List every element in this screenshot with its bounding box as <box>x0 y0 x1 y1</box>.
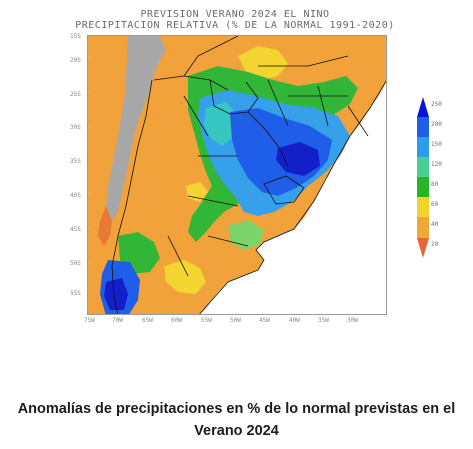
legend-label-40: 40 <box>431 221 439 228</box>
legend-label-60: 60 <box>431 201 439 208</box>
chile-coast-region <box>98 206 112 246</box>
lon-label-65w: 65W <box>142 317 153 324</box>
lat-label-40s: 40S <box>70 192 81 199</box>
legend-label-200: 200 <box>431 121 442 128</box>
coastline-atlantic <box>199 80 386 314</box>
legend-swatch-200 <box>417 117 429 137</box>
green-area-buenosaires <box>228 220 264 250</box>
map-title: PREVISION VERANO 2024 EL NINO <box>140 9 330 20</box>
lat-label-15s: 15S <box>70 33 81 40</box>
legend-swatch-120 <box>417 157 429 177</box>
lon-label-35w: 35W <box>318 317 329 324</box>
cyan-area-center <box>204 102 238 146</box>
legend-swatch-20 <box>417 238 429 258</box>
darkblue-area-core <box>276 142 320 176</box>
andes-gray-region <box>106 36 166 221</box>
map-grid <box>88 57 92 297</box>
border-uruguay <box>263 175 305 205</box>
border-paraguay <box>209 79 259 115</box>
legend-swatch-80 <box>417 177 429 197</box>
lon-label-60w: 60W <box>171 317 182 324</box>
province-lines <box>167 95 249 277</box>
legend-label-250: 250 <box>431 101 442 108</box>
lat-label-35s: 35S <box>70 158 81 165</box>
map-subtitle: PRECIPITACION RELATIVA (% DE LA NORMAL 1… <box>75 20 395 31</box>
yellow-area-patagonia <box>164 260 206 294</box>
map-canvas <box>88 36 386 314</box>
lat-label-45s: 45S <box>70 226 81 233</box>
country-borders <box>111 36 386 314</box>
border-chile-argentina <box>111 79 153 314</box>
border-brazil-bolivia <box>183 36 239 77</box>
border-brazil-argentina <box>247 111 289 167</box>
lon-label-50w: 50W <box>230 317 241 324</box>
legend-swatch-150 <box>417 137 429 157</box>
legend-swatch-250 <box>417 97 429 117</box>
darkblue-area-southtip <box>104 278 128 310</box>
brazil-state-lines <box>258 55 369 137</box>
lon-label-75w: 75W <box>84 317 95 324</box>
legend-swatch-40 <box>417 217 429 238</box>
lon-label-45w: 45W <box>259 317 270 324</box>
legend-label-120: 120 <box>431 161 442 168</box>
figure-caption: Anomalías de precipitaciones en % de lo … <box>17 401 456 439</box>
lon-label-70w: 70W <box>112 317 123 324</box>
precipitation-map-figure: PREVISION VERANO 2024 EL NINO PRECIPITAC… <box>70 9 442 324</box>
border-bolivia-argentina <box>153 75 229 91</box>
legend-colorbar <box>417 97 429 258</box>
legend-label-20: 20 <box>431 241 439 248</box>
lat-label-55s: 55S <box>70 290 81 297</box>
lon-label-40w: 40W <box>289 317 300 324</box>
lat-label-25s: 25S <box>70 91 81 98</box>
lat-label-50s: 50S <box>70 260 81 267</box>
legend-swatch-60 <box>417 197 429 217</box>
lon-label-30w: 30W <box>347 317 358 324</box>
lon-label-55w: 55W <box>201 317 212 324</box>
map-frame <box>87 35 387 315</box>
legend-label-150: 150 <box>431 141 442 148</box>
lat-label-20s: 20S <box>70 57 81 64</box>
yellow-area-north <box>238 46 288 80</box>
legend-label-80: 80 <box>431 181 439 188</box>
lat-label-30s: 30S <box>70 124 81 131</box>
